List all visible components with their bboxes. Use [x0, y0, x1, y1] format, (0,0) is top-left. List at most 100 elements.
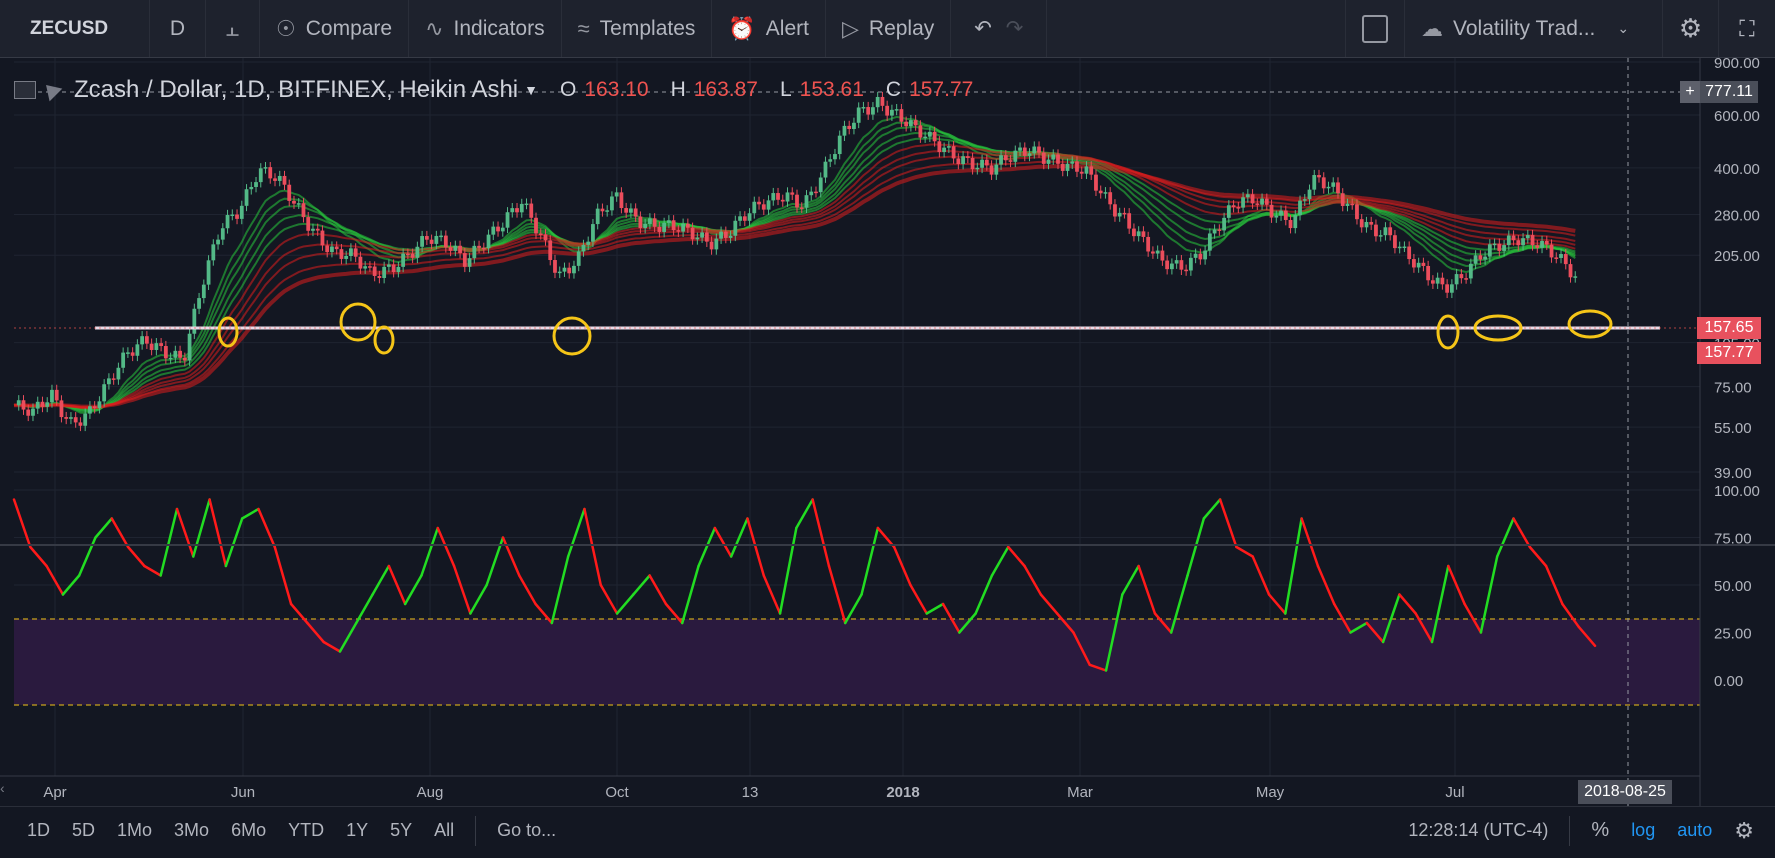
range-all[interactable]: All — [434, 820, 455, 840]
candle-body — [1283, 210, 1288, 220]
goto-button[interactable]: Go to... — [497, 820, 557, 840]
close-label: C — [885, 78, 902, 101]
candle-body — [211, 244, 216, 261]
candle-body — [111, 378, 116, 380]
candle-body — [1378, 235, 1383, 237]
layout-menu[interactable]: ☁ Volatility Trad... ⌄ — [1405, 0, 1663, 57]
candle-body — [1169, 263, 1174, 270]
candle-body — [557, 271, 562, 274]
candle-body — [942, 147, 947, 152]
candle-body — [1041, 152, 1046, 164]
candle-body — [220, 228, 225, 240]
log-toggle[interactable]: log — [1631, 820, 1656, 840]
candle-body — [1416, 262, 1421, 268]
candle-body — [776, 193, 780, 200]
collapse-icon[interactable] — [14, 81, 36, 99]
chart-canvas[interactable]: 900.00600.00400.00280.00205.00105.0075.0… — [0, 58, 1775, 858]
clock[interactable]: 12:28:14 (UTC-4) — [1408, 820, 1549, 840]
rsi-segment — [599, 583, 619, 615]
auto-toggle[interactable]: auto — [1677, 820, 1713, 840]
chevron-down-icon[interactable]: ▼ — [524, 82, 538, 98]
range-6mo[interactable]: 6Mo — [231, 820, 267, 840]
rsi-segment — [1463, 602, 1483, 634]
candle-body — [1440, 277, 1445, 285]
candle-body — [866, 107, 871, 115]
candle-body — [1060, 163, 1065, 171]
candle-body — [1188, 257, 1193, 271]
candle-body — [1435, 277, 1440, 284]
interval-button[interactable]: D — [150, 0, 206, 57]
undo-icon[interactable]: ↶ — [974, 17, 992, 40]
redo-icon[interactable]: ↷ — [1005, 17, 1024, 40]
candle-body — [1345, 203, 1350, 206]
rsi-segment — [1414, 612, 1434, 644]
candle-body — [1212, 229, 1217, 234]
compare-button[interactable]: ☉ Compare — [260, 0, 410, 57]
candle-body — [391, 264, 396, 273]
range-3mo[interactable]: 3Mo — [174, 820, 210, 840]
rsi-segment — [1137, 564, 1157, 615]
alert-button[interactable]: ⏰ Alert — [712, 0, 826, 57]
candle-body — [738, 216, 742, 221]
cloud-icon: ☁ — [1421, 15, 1443, 41]
percent-toggle[interactable]: % — [1591, 819, 1610, 841]
candle-body — [73, 417, 78, 423]
symbol-search[interactable]: ZECUSD — [0, 0, 150, 57]
settings-button[interactable]: ⚙ — [1663, 0, 1719, 57]
collapse-left-icon[interactable]: ‹ — [0, 780, 5, 796]
range-5d[interactable]: 5D — [72, 820, 96, 840]
candle-body — [1487, 244, 1492, 257]
range-ytd[interactable]: YTD — [288, 820, 325, 840]
candle-body — [1193, 253, 1198, 258]
candle-body — [1089, 166, 1094, 175]
fullscreen-layout-button[interactable] — [1345, 0, 1405, 57]
chart-type-button[interactable]: ⫠ — [206, 0, 260, 57]
candle-body — [144, 336, 149, 344]
templates-button[interactable]: ≈ Templates — [562, 0, 713, 57]
candle-body — [814, 191, 818, 194]
candle-body — [704, 232, 709, 242]
candle-body — [396, 266, 401, 273]
candle-body — [116, 367, 121, 380]
price-axis[interactable]: 900.00600.00400.00280.00205.00105.0075.0… — [1714, 58, 1760, 690]
candle-body — [1421, 262, 1426, 266]
range-1d[interactable]: 1D — [27, 820, 51, 840]
rsi-segment — [371, 564, 391, 596]
rsi-segment — [1186, 517, 1206, 577]
rsi-segment — [1267, 593, 1287, 615]
candle-body — [59, 400, 64, 418]
legend-arrow-icon — [39, 78, 63, 102]
candle-body — [149, 343, 154, 350]
series-title[interactable]: Zcash / Dollar, 1D, BITFINEX, Heikin Ash… — [74, 76, 519, 103]
range-1y[interactable]: 1Y — [346, 820, 369, 840]
replay-button[interactable]: ▷ Replay — [826, 0, 952, 57]
rsi-segment — [436, 526, 456, 568]
candle-body — [790, 192, 795, 195]
range-5y[interactable]: 5Y — [390, 820, 413, 840]
time-axis[interactable]: Apr Jun Aug Oct 13 2018 Mar May Jul — [43, 784, 1464, 801]
candle-body — [1430, 280, 1435, 284]
rsi-segment — [974, 574, 994, 615]
rsi-segment — [1284, 517, 1303, 615]
candle-body — [330, 246, 334, 253]
rsi-segment — [257, 507, 277, 549]
rsi-segment — [403, 574, 423, 606]
candle-body — [1079, 171, 1084, 174]
gear-icon[interactable]: ⚙ — [1734, 817, 1754, 843]
candle-body — [467, 258, 472, 267]
alarm-clock-icon: ⏰ — [728, 15, 756, 41]
rsi-segment — [664, 602, 684, 625]
fullscreen-button[interactable]: ⛶ — [1719, 0, 1775, 57]
candle-body — [1117, 212, 1122, 217]
highlight-circle — [217, 316, 239, 348]
range-1mo[interactable]: 1Mo — [117, 820, 153, 840]
candle-body — [818, 177, 823, 193]
candle-body — [1264, 198, 1269, 205]
rsi-segment — [1430, 564, 1450, 644]
candle-body — [486, 234, 491, 249]
indicators-button[interactable]: ∿ Indicators — [409, 0, 562, 57]
candle-body — [709, 241, 714, 250]
candle-body — [1174, 260, 1179, 264]
plus-icon[interactable]: + — [1680, 81, 1700, 103]
crosshair-price: 777.11 — [1705, 83, 1753, 100]
